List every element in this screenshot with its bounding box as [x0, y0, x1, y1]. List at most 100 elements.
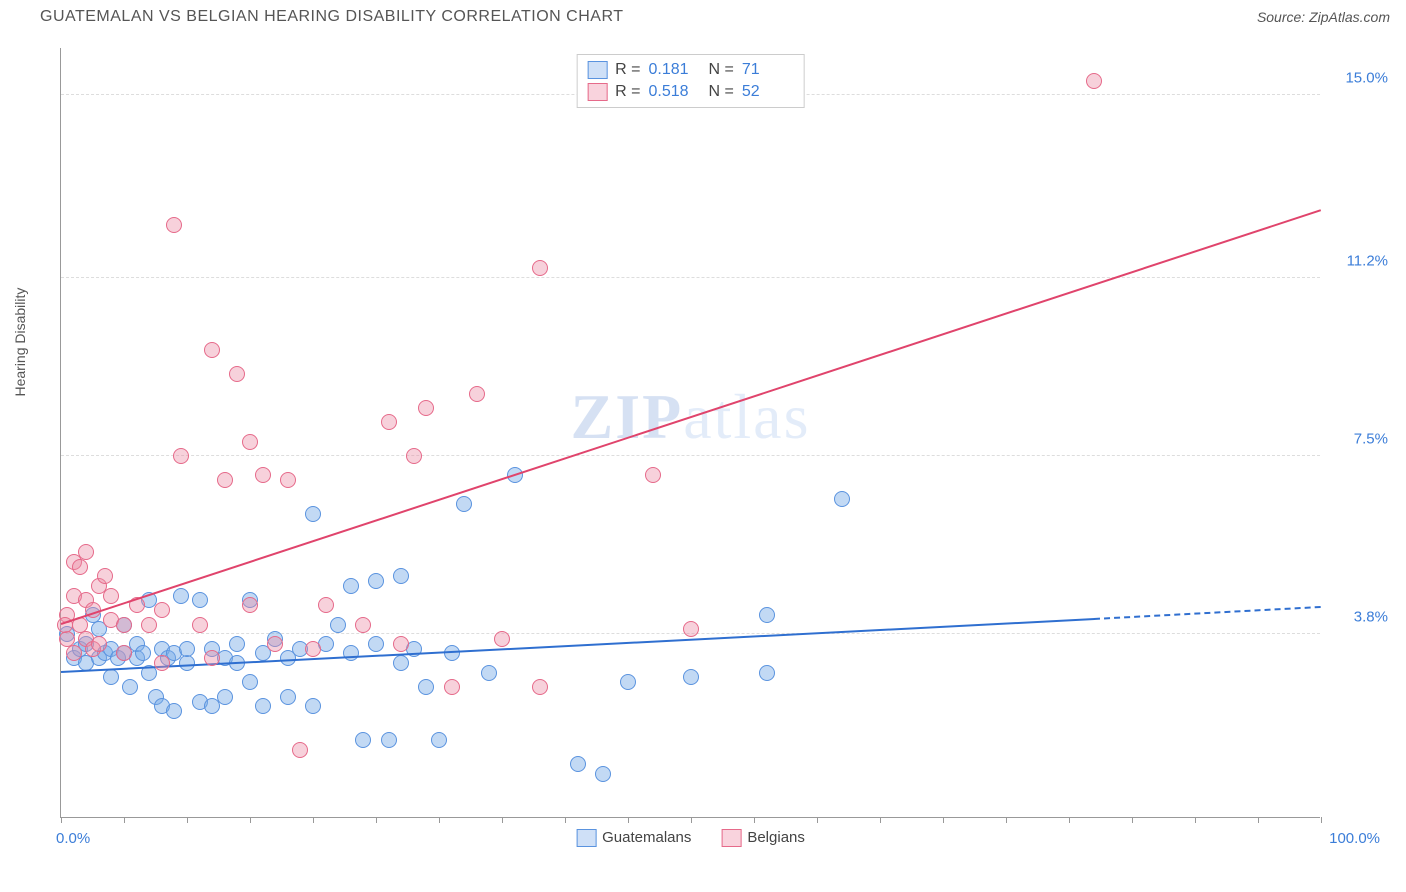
legend-item: Guatemalans — [576, 829, 691, 847]
data-point — [229, 366, 245, 382]
x-tick — [439, 817, 440, 823]
data-point — [305, 641, 321, 657]
watermark-bold: ZIP — [571, 381, 684, 452]
legend-n-label: N = — [709, 83, 734, 101]
legend-row: R = 0.518 N = 52 — [587, 81, 794, 103]
data-point — [103, 669, 119, 685]
legend-item: Belgians — [721, 829, 805, 847]
x-tick — [880, 817, 881, 823]
data-point — [368, 636, 384, 652]
data-point — [393, 636, 409, 652]
x-tick — [61, 817, 62, 823]
data-point — [292, 742, 308, 758]
y-tick-label: 7.5% — [1328, 431, 1388, 448]
data-point — [444, 679, 460, 695]
data-point — [355, 732, 371, 748]
data-point — [280, 472, 296, 488]
correlation-legend: R = 0.181N = 71R = 0.518N = 52 — [576, 54, 805, 108]
data-point — [72, 559, 88, 575]
x-tick — [1258, 817, 1259, 823]
data-point — [469, 386, 485, 402]
data-point — [229, 636, 245, 652]
legend-label: Belgians — [747, 829, 805, 846]
x-tick — [1006, 817, 1007, 823]
data-point — [595, 766, 611, 782]
x-tick — [817, 817, 818, 823]
data-point — [116, 645, 132, 661]
data-point — [305, 698, 321, 714]
legend-r-value: 0.181 — [649, 61, 701, 79]
x-tick — [250, 817, 251, 823]
data-point — [620, 674, 636, 690]
data-point — [456, 496, 472, 512]
legend-r-label: R = — [615, 61, 640, 79]
data-point — [368, 573, 384, 589]
data-point — [116, 617, 132, 633]
x-tick — [124, 817, 125, 823]
legend-swatch — [721, 829, 741, 847]
data-point — [532, 679, 548, 695]
x-tick — [565, 817, 566, 823]
scatter-plot: ZIPatlas R = 0.181N = 71R = 0.518N = 52 … — [60, 48, 1320, 818]
data-point — [759, 665, 775, 681]
data-point — [91, 636, 107, 652]
legend-row: R = 0.181N = 71 — [587, 59, 794, 81]
data-point — [393, 655, 409, 671]
data-point — [255, 698, 271, 714]
data-point — [255, 467, 271, 483]
data-point — [192, 617, 208, 633]
data-point — [135, 645, 151, 661]
series-legend: Guatemalans Belgians — [576, 829, 805, 847]
chart-title: GUATEMALAN VS BELGIAN HEARING DISABILITY… — [40, 8, 624, 26]
data-point — [570, 756, 586, 772]
data-point — [481, 665, 497, 681]
data-point — [444, 645, 460, 661]
x-tick — [691, 817, 692, 823]
data-point — [381, 732, 397, 748]
data-point — [217, 689, 233, 705]
data-point — [179, 655, 195, 671]
data-point — [204, 342, 220, 358]
data-point — [141, 617, 157, 633]
x-axis-min-label: 0.0% — [56, 830, 90, 847]
x-tick — [628, 817, 629, 823]
data-point — [431, 732, 447, 748]
data-point — [179, 641, 195, 657]
watermark-light: atlas — [683, 381, 810, 452]
data-point — [103, 588, 119, 604]
legend-swatch — [576, 829, 596, 847]
data-point — [393, 568, 409, 584]
legend-r-label: R = — [615, 83, 640, 101]
data-point — [242, 674, 258, 690]
legend-r-value: 0.518 — [649, 83, 701, 101]
trend-line — [1094, 606, 1321, 620]
data-point — [204, 650, 220, 666]
x-tick — [376, 817, 377, 823]
data-point — [66, 645, 82, 661]
data-point — [494, 631, 510, 647]
data-point — [343, 578, 359, 594]
data-point — [318, 597, 334, 613]
data-point — [217, 472, 233, 488]
trend-line — [61, 209, 1322, 625]
x-tick — [1195, 817, 1196, 823]
data-point — [242, 434, 258, 450]
chart-area: Hearing Disability ZIPatlas R = 0.181N =… — [40, 38, 1390, 848]
x-tick — [943, 817, 944, 823]
data-point — [305, 506, 321, 522]
data-point — [532, 260, 548, 276]
x-tick — [1069, 817, 1070, 823]
data-point — [343, 645, 359, 661]
legend-n-value: 52 — [742, 83, 794, 101]
data-point — [154, 655, 170, 671]
data-point — [355, 617, 371, 633]
data-point — [78, 544, 94, 560]
data-point — [154, 602, 170, 618]
data-point — [173, 588, 189, 604]
x-axis-max-label: 100.0% — [1329, 830, 1380, 847]
data-point — [280, 689, 296, 705]
data-point — [192, 592, 208, 608]
x-tick — [502, 817, 503, 823]
legend-n-value: 71 — [742, 61, 794, 79]
x-tick — [313, 817, 314, 823]
